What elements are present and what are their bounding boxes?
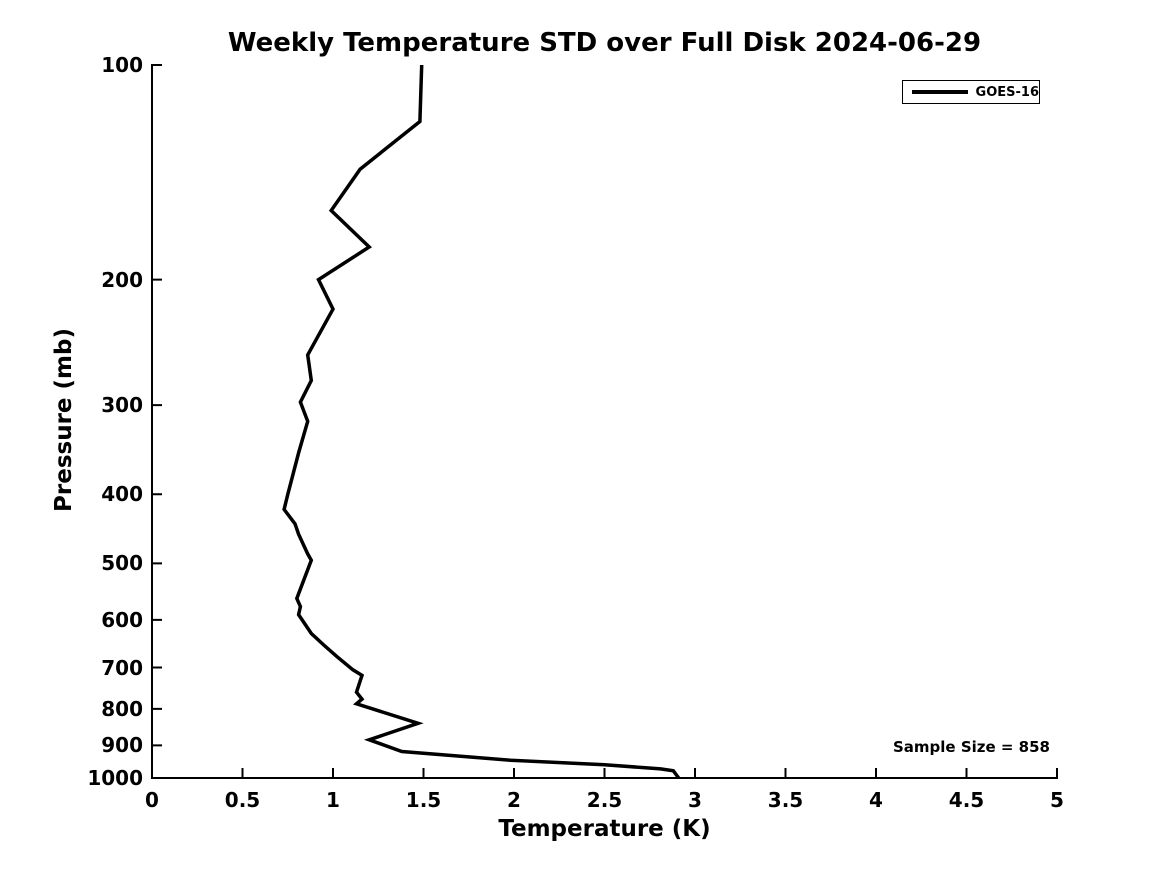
y-tick-label: 500 [101, 551, 143, 576]
x-tick-label: 5 [1050, 788, 1064, 812]
y-tick-label: 100 [101, 53, 143, 77]
x-tick-label: 1 [326, 788, 340, 812]
x-tick-label: 4 [869, 788, 883, 812]
y-tick-label: 800 [101, 696, 143, 721]
x-tick-label: 1.5 [405, 788, 442, 812]
x-tick-label: 0 [145, 788, 159, 812]
sample-size-annotation: Sample Size = 858 [892, 738, 1050, 756]
y-tick-label: 1000 [87, 766, 143, 790]
legend: GOES-16 [902, 80, 1040, 104]
x-tick-label: 0.5 [224, 788, 261, 812]
x-tick-label: 3 [688, 788, 702, 812]
chart-title: Weekly Temperature STD over Full Disk 20… [227, 28, 982, 58]
y-tick-label: 600 [101, 607, 143, 632]
legend-entry-label: GOES-16 [975, 84, 1039, 100]
y-tick-label: 900 [101, 733, 143, 758]
goes16-profile-line [282, 64, 681, 780]
legend-line-sample-icon [912, 90, 968, 94]
axis-tick-marks [151, 64, 1058, 779]
x-tick-label: 3.5 [767, 788, 804, 812]
x-axis-label: Temperature (K) [498, 816, 711, 842]
y-tick-label: 300 [101, 393, 143, 418]
x-tick-label: 4.5 [948, 788, 985, 812]
x-tick-label: 2 [507, 788, 521, 812]
x-tick-label: 2.5 [586, 788, 623, 812]
y-axis-label: Pressure (mb) [51, 328, 77, 512]
y-tick-label: 700 [101, 655, 143, 680]
y-tick-label: 200 [101, 267, 143, 292]
y-tick-label: 400 [101, 482, 143, 507]
